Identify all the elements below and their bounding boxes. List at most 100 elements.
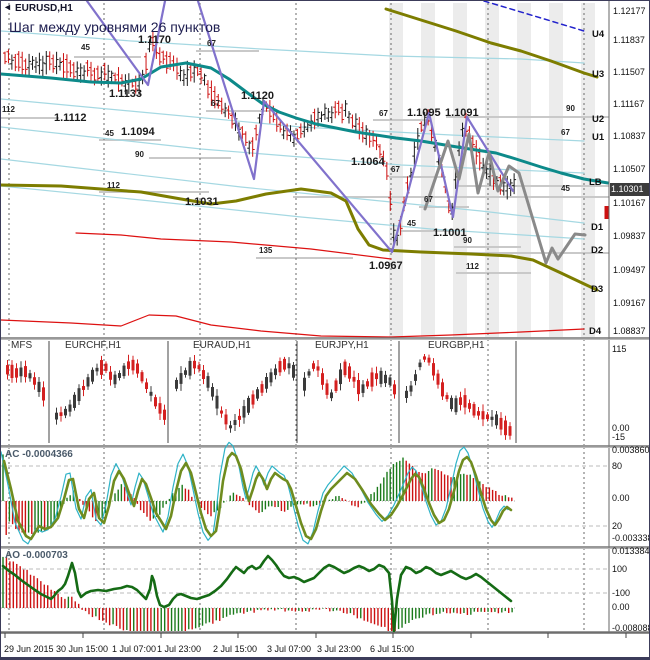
mini-candle-body[interactable] (423, 356, 426, 360)
mini-candle-body[interactable] (15, 368, 18, 378)
mini-candle-body[interactable] (154, 397, 157, 407)
mini-candle-body[interactable] (179, 373, 183, 384)
time-axis-label[interactable]: 1 Jul 07:00 (112, 644, 156, 654)
mini-candle-body[interactable] (405, 390, 408, 398)
mini-candle-body[interactable] (454, 398, 458, 413)
mini-candle-body[interactable] (481, 411, 485, 420)
mini-candle-body[interactable] (468, 403, 471, 409)
mini-candle-body[interactable] (486, 414, 489, 420)
time-axis-label[interactable]: 29 Jun 2015 (4, 644, 54, 654)
mini-candle-body[interactable] (436, 373, 440, 385)
mini-candle-body[interactable] (361, 384, 365, 393)
mini-candle-body[interactable] (42, 387, 45, 401)
mini-candle-body[interactable] (414, 374, 417, 381)
mini-candle-body[interactable] (122, 365, 126, 377)
mini-candle-body[interactable] (441, 382, 444, 397)
mini-candle-body[interactable] (149, 391, 153, 396)
mini-candle-body[interactable] (477, 411, 480, 416)
mini-candle-body[interactable] (508, 426, 512, 436)
mini-candle-body[interactable] (59, 412, 63, 416)
mini-candle-body[interactable] (278, 361, 282, 373)
mini-candle-body[interactable] (33, 377, 36, 385)
mini-candle-body[interactable] (269, 372, 273, 383)
mini-candle-body[interactable] (145, 382, 148, 389)
mini-candle-body[interactable] (418, 362, 422, 368)
mini-candle-body[interactable] (91, 369, 94, 382)
mini-candle-body[interactable] (202, 370, 205, 379)
mini-candle-body[interactable] (247, 397, 250, 413)
mini-candle-body[interactable] (211, 386, 214, 397)
mini-candle-body[interactable] (55, 412, 58, 420)
mini-candle-body[interactable] (175, 379, 178, 389)
mini-candle-body[interactable] (163, 409, 166, 420)
mini-candle-body[interactable] (316, 366, 320, 371)
mini-candle-body[interactable] (19, 367, 23, 377)
mini-candle-body[interactable] (82, 386, 85, 390)
mini-candle-body[interactable] (109, 371, 112, 380)
mini-candle-body[interactable] (10, 364, 14, 379)
mini-candle-body[interactable] (459, 397, 462, 405)
mini-candle-body[interactable] (256, 389, 259, 399)
mini-candle-body[interactable] (184, 370, 187, 375)
mini-candle-body[interactable] (104, 363, 108, 371)
mini-candle-body[interactable] (193, 360, 196, 369)
mini-candle-body[interactable] (357, 379, 360, 395)
mini-candle-body[interactable] (427, 357, 431, 363)
mini-candle-body[interactable] (366, 381, 369, 387)
mini-candle-body[interactable] (370, 372, 374, 387)
mini-candle-body[interactable] (118, 373, 121, 378)
mini-candle-body[interactable] (24, 366, 27, 378)
mini-candle-body[interactable] (229, 425, 232, 429)
mini-candle-body[interactable] (330, 392, 333, 399)
chart-shift-arrow-icon[interactable]: ◄ (3, 2, 12, 12)
mini-candle-body[interactable] (274, 368, 277, 376)
mini-candle-body[interactable] (188, 360, 192, 376)
mini-candle-body[interactable] (325, 383, 329, 395)
mini-candle-body[interactable] (339, 369, 342, 385)
mini-candle-body[interactable] (307, 371, 311, 376)
mini-candle-body[interactable] (472, 404, 476, 416)
mini-candle-body[interactable] (450, 397, 453, 410)
mini-candle-body[interactable] (388, 377, 392, 385)
mini-candle-body[interactable] (265, 377, 268, 389)
mini-candle-body[interactable] (251, 394, 255, 405)
mini-candle-body[interactable] (348, 366, 351, 379)
mini-candle-body[interactable] (220, 410, 223, 414)
mini-candle-body[interactable] (68, 404, 72, 412)
mini-candle-body[interactable] (100, 360, 103, 375)
mini-candle-body[interactable] (86, 377, 90, 387)
mini-candle-body[interactable] (463, 395, 467, 408)
mini-candle-body[interactable] (352, 376, 356, 382)
mini-candle-body[interactable] (242, 406, 246, 418)
mini-candle-body[interactable] (384, 374, 387, 384)
time-axis-label[interactable]: 1 Jul 23:00 (157, 644, 201, 654)
mini-candle-body[interactable] (334, 380, 338, 391)
mini-candle-body[interactable] (28, 373, 32, 379)
mini-candle-body[interactable] (215, 395, 219, 409)
time-axis-label[interactable]: 3 Jul 23:00 (317, 644, 361, 654)
time-axis-label[interactable]: 2 Jul 15:00 (213, 644, 257, 654)
mini-candle-body[interactable] (409, 385, 413, 392)
mini-candle-body[interactable] (504, 420, 507, 436)
mini-candle-body[interactable] (292, 364, 295, 378)
mini-candle-body[interactable] (312, 363, 315, 369)
mini-candle-body[interactable] (136, 363, 139, 374)
mini-candle-body[interactable] (140, 372, 144, 382)
mini-candle-body[interactable] (343, 361, 347, 376)
mini-candle-body[interactable] (73, 394, 76, 408)
mini-candle-body[interactable] (490, 416, 494, 420)
mini-candle-body[interactable] (283, 358, 286, 370)
mini-candle-body[interactable] (321, 373, 324, 385)
time-axis-label[interactable]: 30 Jun 15:00 (56, 644, 108, 654)
mini-candle-body[interactable] (375, 373, 378, 380)
time-axis-label[interactable]: 3 Jul 07:00 (267, 644, 311, 654)
mini-candle-body[interactable] (127, 361, 130, 369)
mini-candle-body[interactable] (64, 408, 67, 416)
mini-candle-body[interactable] (393, 384, 396, 395)
mini-candle-body[interactable] (445, 395, 449, 400)
mini-candle-body[interactable] (379, 370, 383, 384)
mini-candle-body[interactable] (233, 420, 237, 425)
mini-candle-body[interactable] (158, 403, 162, 414)
mini-candle-body[interactable] (131, 359, 135, 371)
